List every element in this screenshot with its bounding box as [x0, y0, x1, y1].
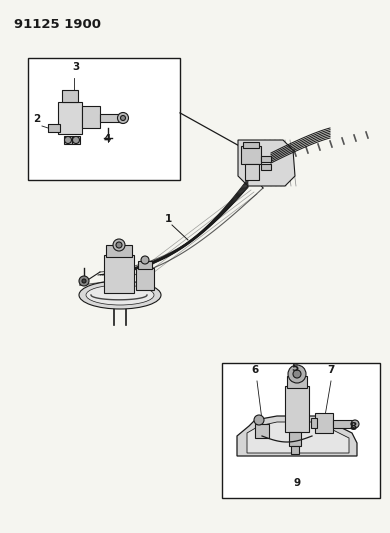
Bar [291, 446, 299, 454]
Text: 91125 1900: 91125 1900 [14, 18, 101, 31]
Polygon shape [247, 422, 349, 453]
Ellipse shape [79, 281, 161, 309]
Bar [287, 376, 307, 388]
Bar [311, 418, 317, 428]
Polygon shape [237, 416, 357, 456]
Bar [58, 102, 82, 134]
Bar [289, 432, 301, 446]
Circle shape [121, 116, 126, 120]
Circle shape [116, 242, 122, 248]
Bar [106, 245, 132, 257]
Bar [245, 164, 259, 180]
Bar [261, 164, 271, 170]
Text: 5: 5 [291, 363, 298, 373]
Circle shape [79, 276, 89, 286]
Text: 9: 9 [293, 478, 300, 488]
Bar [333, 420, 355, 428]
Polygon shape [238, 140, 295, 186]
Bar [138, 261, 152, 269]
Bar [243, 142, 259, 148]
Bar [100, 114, 120, 122]
Circle shape [293, 370, 301, 378]
Circle shape [73, 136, 80, 143]
Bar [136, 268, 154, 290]
Bar [72, 136, 80, 144]
Circle shape [141, 256, 149, 264]
Bar [285, 386, 309, 432]
Text: 3: 3 [72, 62, 79, 72]
Text: 2: 2 [33, 114, 40, 124]
Text: 1: 1 [165, 214, 172, 224]
Bar [28, 58, 180, 180]
Bar [315, 413, 333, 433]
Text: 6: 6 [251, 365, 258, 375]
Ellipse shape [86, 285, 154, 305]
Bar [64, 136, 72, 144]
Text: 4: 4 [104, 134, 112, 144]
Bar [222, 363, 380, 498]
Circle shape [82, 279, 86, 283]
Bar [62, 90, 78, 102]
Circle shape [117, 112, 128, 124]
Bar [82, 106, 100, 128]
Bar [104, 255, 134, 293]
Circle shape [113, 239, 125, 251]
Circle shape [254, 415, 264, 425]
Text: 7: 7 [327, 365, 334, 375]
Circle shape [351, 420, 359, 428]
Bar [261, 156, 271, 162]
Text: 8: 8 [349, 422, 356, 432]
Bar [241, 146, 261, 164]
Bar [255, 424, 269, 438]
Circle shape [64, 136, 71, 143]
Bar [48, 124, 60, 132]
Circle shape [288, 365, 306, 383]
